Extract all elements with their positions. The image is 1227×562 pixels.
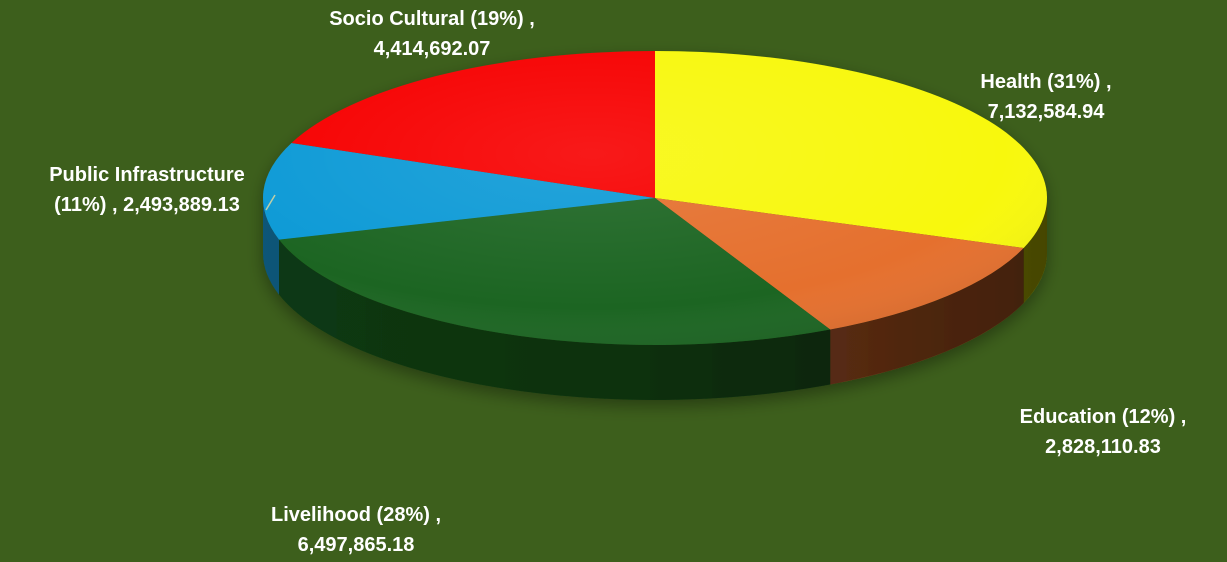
data-label-education-line1: Education (12%) , xyxy=(1019,406,1187,428)
pie-top-gloss xyxy=(263,51,1047,345)
data-label-health-line2: 7,132,584.94 xyxy=(987,101,1105,123)
leader-line-public-infrastructure xyxy=(265,194,276,211)
data-label-livelihood-line1: Livelihood (28%) , xyxy=(270,504,442,526)
data-label-livelihood-line2: 6,497,865.18 xyxy=(297,534,415,556)
data-label-health-line1: Health (31%) , xyxy=(980,71,1112,93)
data-label-socio-cultural-line2: 4,414,692.07 xyxy=(373,38,491,60)
data-label-health: Health (31%) , 7,132,584.94 xyxy=(980,67,1111,127)
data-label-public-infrastructure-line1: Public Infrastructure xyxy=(49,164,245,186)
data-label-education-line2: 2,828,110.83 xyxy=(1045,436,1161,458)
data-label-livelihood: Livelihood (28%) , 6,497,865.18 xyxy=(271,500,441,560)
data-label-education: Education (12%) , 2,828,110.83 xyxy=(1020,402,1187,462)
data-label-public-infrastructure: Public Infrastructure (11%) , 2,493,889.… xyxy=(49,160,245,220)
data-label-public-infrastructure-line2: (11%) , 2,493,889.13 xyxy=(54,194,240,216)
data-label-socio-cultural-line1: Socio Cultural (19%) , xyxy=(329,8,535,30)
pie-side-shading xyxy=(263,198,1047,400)
data-label-socio-cultural: Socio Cultural (19%) , 4,414,692.07 xyxy=(329,4,535,64)
